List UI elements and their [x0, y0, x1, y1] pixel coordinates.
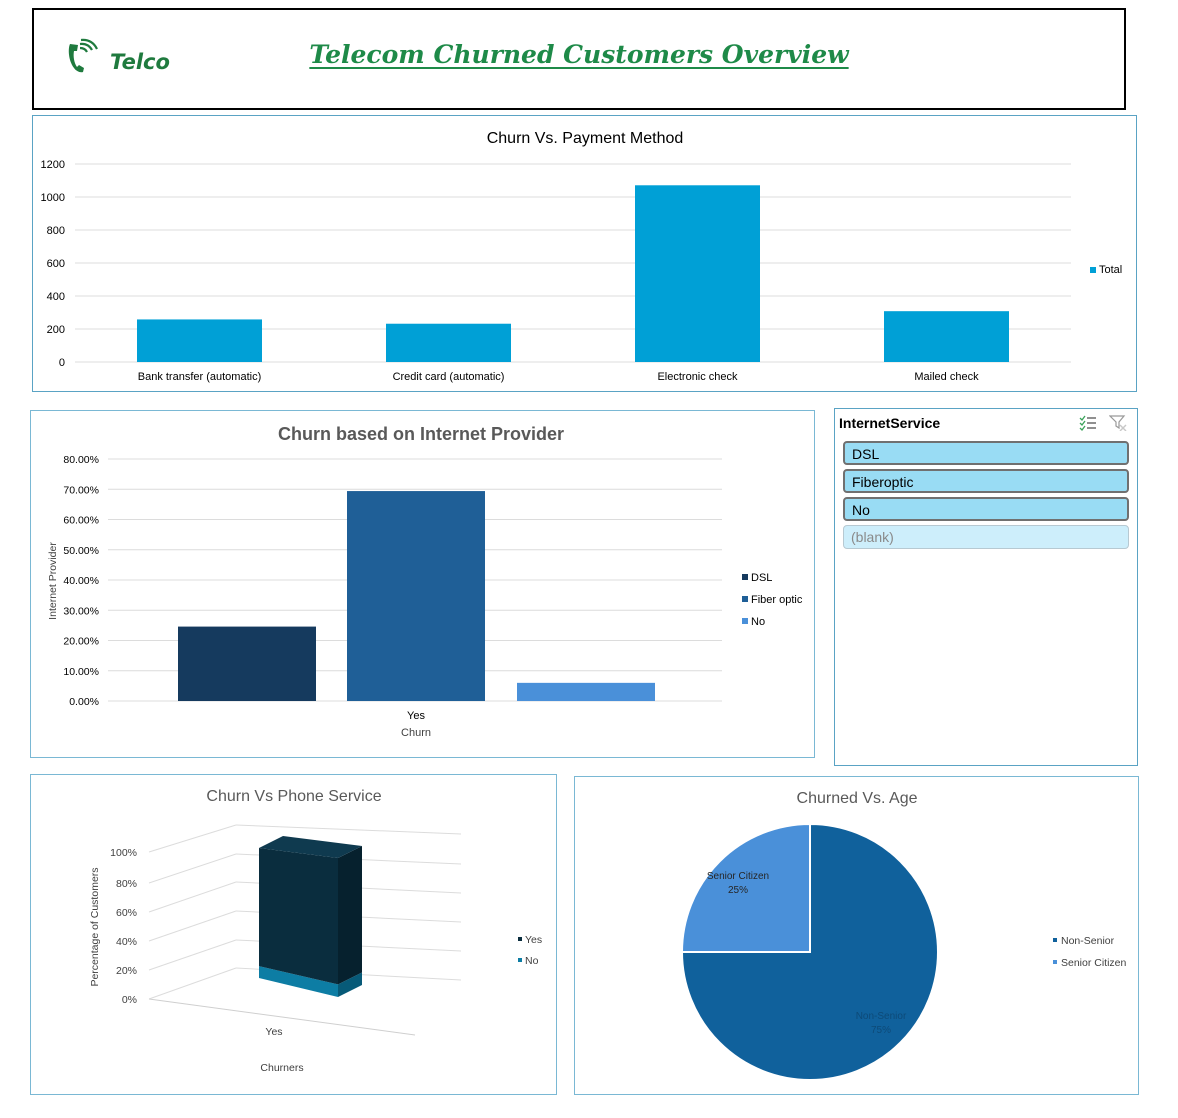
bar	[635, 185, 760, 362]
legend-label: Non-Senior	[1061, 935, 1115, 947]
y-tick-label: 600	[47, 258, 65, 270]
slicer-item-no[interactable]: No	[843, 497, 1129, 521]
bar	[178, 626, 316, 701]
legend-label: Total	[1099, 264, 1122, 276]
bar-segment-yes	[259, 848, 338, 985]
y-tick-label: 0	[59, 357, 65, 369]
legend-label: DSL	[751, 572, 772, 584]
legend-marker	[742, 574, 748, 580]
y-tick-label: 40%	[116, 936, 137, 948]
phone-icon	[68, 38, 98, 73]
y-tick-label: 60%	[116, 907, 137, 919]
legend-label: Senior Citizen	[1061, 957, 1127, 969]
gridline	[148, 881, 237, 913]
legend-marker	[518, 937, 522, 941]
slicer-item-blank[interactable]: (blank)	[843, 525, 1129, 549]
bar-top	[259, 836, 362, 858]
bar	[517, 682, 655, 701]
y-tick-label: 400	[47, 291, 65, 303]
y-tick-label: 800	[47, 225, 65, 237]
y-tick-label: 200	[47, 324, 65, 336]
chart-title: Churn Vs. Payment Method	[487, 130, 684, 147]
gridline	[148, 853, 237, 884]
bar	[347, 491, 485, 701]
payment-chart-svg: Churn Vs. Payment Method 0 200 400 600 800 100…	[41, 130, 1123, 383]
x-tick-label: Yes	[265, 1026, 282, 1038]
payment-method-chart[interactable]: Churn Vs. Payment Method 0 200 400 600 800 100…	[32, 115, 1137, 392]
legend-marker	[1053, 938, 1057, 942]
slicer-title: InternetService	[839, 415, 941, 431]
pie-slice	[680, 822, 811, 953]
data-label: Non-Senior	[856, 1011, 907, 1022]
bar-segment-no	[259, 966, 338, 997]
data-label: Senior Citizen	[707, 871, 769, 882]
y-tick-label: 0%	[122, 994, 137, 1006]
y-tick-label: 20.00%	[63, 636, 99, 648]
y-tick-label: 20%	[116, 965, 137, 977]
y-tick-label: 40.00%	[63, 575, 99, 587]
y-tick-label: 1000	[41, 192, 65, 204]
y-axis-label: Percentage of Customers	[89, 867, 101, 986]
dashboard-header: Telco Telecom Churned Customers Overview	[32, 8, 1126, 110]
y-tick-label: 30.00%	[63, 605, 99, 617]
y-tick-label: 80%	[116, 878, 137, 890]
age-chart[interactable]: Churned Vs. Age Non-Senior 75% Senior Citiz…	[574, 776, 1139, 1095]
y-axis-label: Internet Provider	[47, 542, 59, 620]
x-tick-label: Electronic check	[657, 371, 738, 383]
x-tick-label: Bank transfer (automatic)	[138, 371, 262, 383]
chart-title: Churned Vs. Age	[797, 790, 918, 807]
y-tick-label: 10.00%	[63, 666, 99, 678]
slicer-item-fiberoptic[interactable]: Fiberoptic	[843, 469, 1129, 493]
bar-side-no	[338, 972, 362, 997]
legend-marker	[1090, 267, 1096, 273]
chart-title: Churn based on Internet Provider	[278, 424, 564, 444]
bar	[137, 319, 262, 362]
legend-label: No	[751, 616, 765, 628]
x-tick-label: Yes	[407, 710, 425, 722]
data-label: 75%	[871, 1025, 891, 1036]
x-tick-label: Mailed check	[914, 371, 979, 383]
internet-service-slicer[interactable]: InternetService DSL Fiberoptic No (blank…	[834, 408, 1138, 766]
legend-marker	[1053, 960, 1057, 964]
y-tick-label: 50.00%	[63, 545, 99, 557]
logo-text: Telco	[110, 50, 170, 74]
phone-service-chart[interactable]: Churn Vs Phone Service 0% 20% 40% 60% 80% 100%…	[30, 774, 557, 1095]
internet-provider-chart[interactable]: Churn based on Internet Provider 0.00% 10.…	[30, 410, 815, 758]
legend-label: Fiber optic	[751, 594, 803, 606]
phone-chart-svg: Churn Vs Phone Service 0% 20% 40% 60% 80% 100%…	[89, 788, 542, 1074]
bar	[386, 323, 511, 362]
x-axis-label: Churn	[401, 727, 431, 739]
floor-edge	[148, 998, 416, 1036]
multi-select-icon[interactable]	[1079, 415, 1097, 431]
legend-marker	[518, 958, 522, 962]
legend-label: Yes	[525, 934, 542, 946]
telco-logo: Telco	[64, 38, 184, 78]
legend-marker	[742, 618, 748, 624]
clear-filter-icon[interactable]	[1109, 415, 1127, 431]
slicer-item-dsl[interactable]: DSL	[843, 441, 1129, 465]
y-tick-label: 80.00%	[63, 454, 99, 466]
data-label: 25%	[728, 885, 748, 896]
gridline	[148, 910, 237, 942]
pie-slice	[680, 822, 939, 1081]
gridline	[148, 939, 237, 971]
age-chart-svg: Churned Vs. Age Non-Senior 75% Senior Citiz…	[680, 790, 1127, 1081]
bar-side-yes	[338, 846, 362, 985]
y-tick-label: 0.00%	[69, 696, 99, 708]
bar	[884, 311, 1009, 362]
y-tick-label: 60.00%	[63, 515, 99, 527]
internet-chart-svg: Churn based on Internet Provider 0.00% 10.…	[47, 424, 803, 739]
x-tick-label: Credit card (automatic)	[393, 371, 505, 383]
y-tick-label: 100%	[110, 847, 137, 859]
chart-title: Churn Vs Phone Service	[206, 788, 381, 805]
legend-label: No	[525, 955, 539, 967]
gridline	[235, 824, 462, 835]
gridline	[148, 824, 237, 853]
gridline	[148, 967, 237, 1000]
y-tick-label: 70.00%	[63, 484, 99, 496]
dashboard-title: Telecom Churned Customers Overview	[309, 40, 849, 69]
x-axis-label: Churners	[260, 1062, 303, 1074]
y-tick-label: 1200	[41, 159, 65, 171]
legend-marker	[742, 596, 748, 602]
